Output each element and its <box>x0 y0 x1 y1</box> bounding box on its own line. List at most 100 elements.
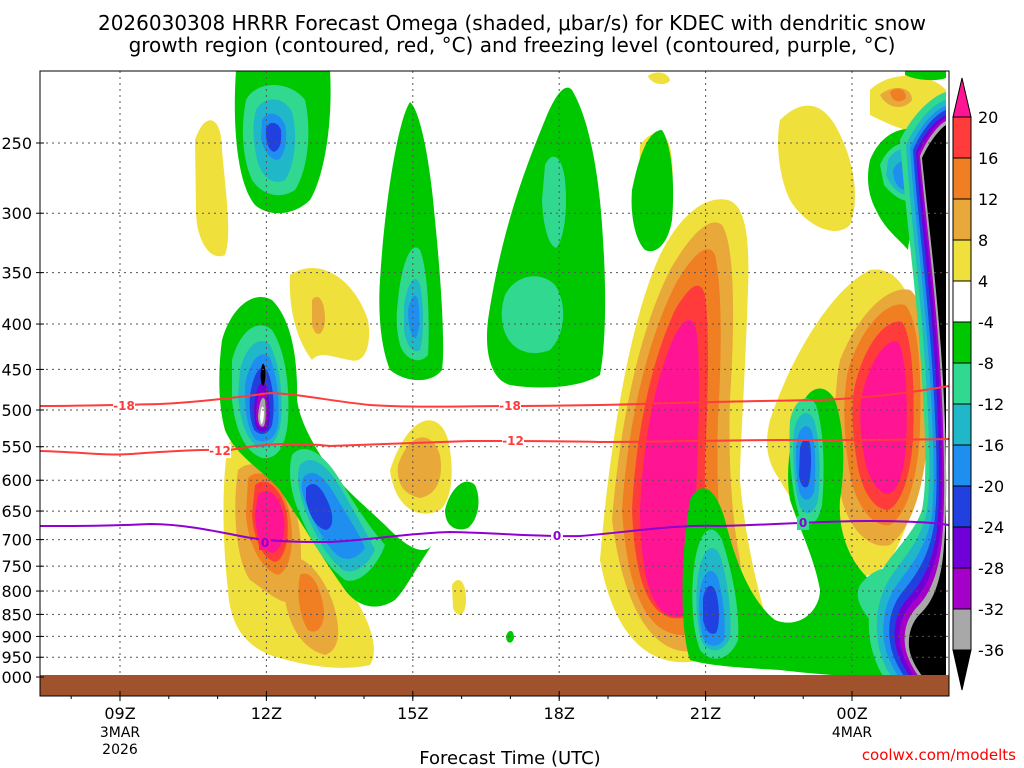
omega-blob-teal-18z-upper <box>542 156 566 248</box>
plot-frame <box>39 70 950 697</box>
omega-ring-black <box>908 125 947 696</box>
omega-blob-yellow-upper-right <box>778 105 855 231</box>
omega-blob-teal-18z-mid <box>501 276 564 354</box>
omega-blob-amber-15z <box>397 437 442 498</box>
y-tick-label: 550 <box>1 438 32 457</box>
colorbar-segment <box>952 116 972 159</box>
omega-blob-green-21z <box>631 130 674 252</box>
y-tick-label: 250 <box>1 134 32 153</box>
y-tick-label: 600 <box>1 471 32 490</box>
colorbar-segment <box>952 362 972 405</box>
x-tick-label: 21Z <box>690 704 721 723</box>
colorbar-label: -20 <box>978 477 1004 496</box>
omega-blob-orange-800 <box>298 573 324 632</box>
colorbar-segment <box>952 444 972 487</box>
chart-title-line2: growth region (contoured, red, °C) and f… <box>129 33 896 57</box>
credit-text: coolwx.com/modelts <box>862 746 1016 764</box>
y-tick-label: 500 <box>1 401 32 420</box>
x-tick-year: 2026 <box>102 742 138 758</box>
contour-label-minus12-a: -12 <box>209 444 231 458</box>
contour-label-freezing-b: 0 <box>553 529 561 543</box>
ground-strip <box>40 675 949 696</box>
omega-blob-white-core <box>260 406 264 424</box>
y-tick-label: 900 <box>1 627 32 646</box>
x-tick-label: 00Z <box>836 704 867 723</box>
omega-blob-yellow-300 <box>289 267 370 361</box>
colorbar-label: -12 <box>978 395 1004 414</box>
contour-label-minus18-a: -18 <box>113 399 135 413</box>
colorbar-segment <box>952 608 972 651</box>
colorbar-label: -28 <box>978 559 1004 578</box>
omega-blob-yellow-left-upper <box>195 120 229 257</box>
omega-blob-darkblue-12z <box>265 122 282 152</box>
colorbar-label: 16 <box>978 149 998 168</box>
omega-blob-yellow-small-800 <box>452 580 466 615</box>
colorbar-label: -4 <box>978 313 994 332</box>
omega-blob-amber-small <box>312 296 325 335</box>
y-tick-label: 750 <box>1 557 32 576</box>
contour-label-freezing-a: 0 <box>261 536 269 550</box>
contour-label-minus12-b: -12 <box>502 434 524 448</box>
colorbar-label: 12 <box>978 190 998 209</box>
contour-minus18 <box>40 385 949 408</box>
omega-shading <box>195 71 947 696</box>
chart-title-line1: 2026030308 HRRR Forecast Omega (shaded, … <box>98 11 926 35</box>
omega-blob-darkblue-23z <box>799 439 812 488</box>
x-tick-date: 3MAR <box>100 725 141 741</box>
omega-blob-darkblue-mid <box>306 483 333 530</box>
omega-blob-orange-top-right <box>890 88 906 102</box>
omega-blob-darkblue-21z <box>703 585 719 634</box>
x-tick-label: 12Z <box>251 704 282 723</box>
colorbar-label: -16 <box>978 436 1004 455</box>
y-tick-label: 350 <box>1 264 32 283</box>
contour-label-minus18-b: -18 <box>499 399 521 413</box>
colorbar-segment <box>952 567 972 610</box>
omega-blob-magenta-far-right <box>860 341 907 494</box>
colorbar-label: -32 <box>978 600 1004 619</box>
y-tick-label: 700 <box>1 531 32 550</box>
x-tick-label: 18Z <box>544 704 575 723</box>
colorbar-segment <box>952 403 972 446</box>
omega-blob-blue-15z <box>408 295 420 338</box>
colorbar-label: 20 <box>978 108 998 127</box>
colorbar-segment <box>952 526 972 569</box>
contour-label-freezing-c: 0 <box>799 516 807 530</box>
colorbar-label: 4 <box>978 272 988 291</box>
colorbar-top-arrow <box>952 77 972 118</box>
colorbar-segment <box>952 485 972 528</box>
y-axis: 250 300 350 400 450 500 550 600 650 700 750 800 850 9… <box>0 134 44 687</box>
colorbar-segment <box>952 157 972 200</box>
y-tick-label: 450 <box>1 360 32 379</box>
colorbar-label: -36 <box>978 641 1004 660</box>
omega-blob-magenta-right <box>640 320 699 617</box>
colorbar-label: 8 <box>978 231 988 250</box>
colorbar-bottom-arrow <box>952 649 972 691</box>
x-tick-label: 09Z <box>104 704 135 723</box>
y-tick-label: 300 <box>1 204 32 223</box>
y-tick-label: 650 <box>1 502 32 521</box>
y-tick-label: 800 <box>1 582 32 601</box>
omega-blob-black-core <box>260 363 266 386</box>
x-axis-title: Forecast Time (UTC) <box>419 748 600 768</box>
colorbar-label: -8 <box>978 354 994 373</box>
colorbar-segment <box>952 239 972 282</box>
omega-blob-yellow-top-tiny <box>648 72 670 85</box>
contour-labels: -18 -18 -12 -12 0 0 0 <box>113 399 809 550</box>
omega-blob-green-small-600 <box>445 481 479 530</box>
colorbar: 20 16 12 8 4 -4 -8 -12 -16 -20 -24 -28 -32 -36 <box>952 77 1004 691</box>
colorbar-segment <box>952 198 972 241</box>
x-tick-date: 4MAR <box>832 725 873 741</box>
colorbar-label: -24 <box>978 518 1004 537</box>
x-tick-label: 15Z <box>397 704 428 723</box>
y-tick-label: 950 <box>1 648 32 667</box>
y-tick-label: 400 <box>1 315 32 334</box>
colorbar-segment <box>952 321 972 364</box>
contour-minus12 <box>40 438 949 456</box>
omega-blob-green-top-right <box>905 71 946 81</box>
y-tick-label: 1000 <box>0 668 32 687</box>
y-tick-label: 850 <box>1 605 32 624</box>
colorbar-segment <box>952 280 972 323</box>
gridlines <box>40 71 949 675</box>
